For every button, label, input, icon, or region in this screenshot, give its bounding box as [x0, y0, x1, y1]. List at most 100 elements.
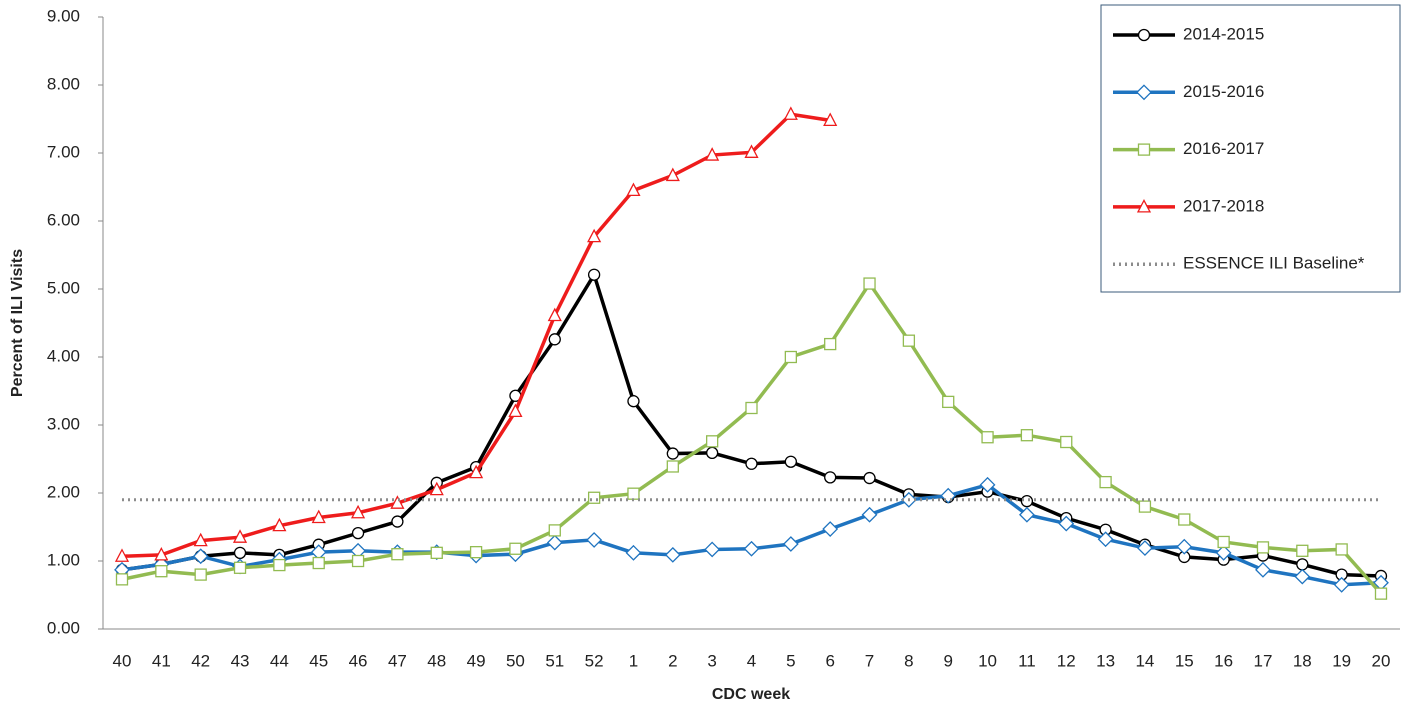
marker [115, 573, 129, 586]
x-tick-label: 11 [1018, 651, 1036, 670]
marker [861, 506, 878, 523]
marker [706, 446, 719, 460]
x-tick-label: 12 [1057, 651, 1076, 670]
marker [824, 471, 837, 484]
marker [1294, 568, 1311, 585]
x-tick-label: 41 [152, 651, 171, 670]
legend-label: ESSENCE ILI Baseline* [1183, 254, 1365, 273]
marker [273, 558, 286, 572]
x-tick-label: 45 [309, 651, 328, 670]
marker [430, 546, 443, 559]
x-tick-label: 50 [506, 651, 525, 670]
marker [625, 544, 642, 561]
x-tick-label: 47 [388, 651, 407, 670]
marker [824, 337, 837, 351]
marker [1217, 535, 1230, 549]
marker [1018, 506, 1035, 523]
x-axis-title: CDC week [712, 686, 790, 703]
marker [586, 532, 603, 548]
marker [1099, 475, 1112, 489]
legend-marker [1136, 198, 1152, 213]
y-tick-label: 5.00 [47, 278, 80, 297]
marker [1020, 429, 1034, 442]
marker [469, 464, 484, 479]
marker [1097, 531, 1114, 548]
marker [784, 455, 797, 468]
x-tick-label: 51 [545, 651, 564, 670]
marker [311, 509, 326, 524]
marker [391, 515, 404, 528]
marker [666, 447, 679, 460]
marker [664, 546, 681, 563]
x-tick-label: 4 [747, 651, 756, 670]
marker [193, 532, 208, 547]
marker [1296, 558, 1309, 571]
marker [902, 334, 916, 347]
marker [784, 350, 797, 364]
marker [863, 471, 876, 485]
y-tick-label: 3.00 [47, 414, 80, 433]
x-tick-label: 48 [427, 651, 446, 670]
marker [350, 504, 366, 519]
legend-label: 2015-2016 [1183, 82, 1264, 101]
series-markers [114, 106, 838, 562]
x-tick-label: 2 [668, 651, 677, 670]
marker [1296, 544, 1309, 557]
x-tick-label: 43 [231, 651, 250, 670]
legend-marker [1136, 84, 1152, 101]
marker [1215, 544, 1232, 561]
series-line [121, 270, 1382, 578]
marker [979, 476, 996, 493]
marker [745, 457, 758, 470]
y-tick-label: 0.00 [47, 618, 80, 637]
marker [232, 529, 248, 543]
marker [1060, 435, 1073, 449]
x-tick-label: 16 [1214, 651, 1233, 670]
marker [744, 144, 759, 158]
marker [1335, 543, 1348, 556]
x-tick-label: 20 [1372, 651, 1391, 670]
y-tick-label: 6.00 [47, 210, 80, 229]
x-tick-label: 10 [978, 651, 997, 670]
marker [745, 401, 758, 415]
legend-label: 2017-2018 [1183, 196, 1264, 215]
y-tick-label: 2.00 [47, 482, 80, 501]
marker [351, 554, 365, 568]
x-tick-label: 1 [629, 651, 638, 670]
marker [548, 333, 561, 346]
series-line [121, 112, 831, 558]
y-tick-label: 4.00 [47, 346, 80, 365]
y-tick-label: 1.00 [47, 550, 80, 569]
series-markers [114, 476, 1389, 593]
marker [1176, 538, 1193, 555]
legend-label: 2014-2015 [1183, 24, 1264, 43]
marker [1137, 540, 1153, 556]
x-tick-label: 13 [1096, 651, 1115, 670]
marker [822, 521, 839, 537]
marker [1255, 561, 1271, 578]
marker [706, 435, 719, 448]
marker [233, 546, 247, 559]
series-line [121, 482, 1382, 587]
marker [1178, 513, 1191, 526]
x-tick-label: 3 [707, 651, 716, 670]
marker [666, 460, 679, 473]
series-markers [115, 268, 1388, 583]
marker [1374, 587, 1388, 600]
marker [508, 403, 523, 418]
marker [312, 556, 325, 570]
marker [665, 167, 680, 182]
x-tick-label: 52 [585, 651, 604, 670]
x-tick-label: 14 [1135, 651, 1154, 670]
marker [627, 395, 640, 408]
marker [1058, 515, 1075, 532]
x-tick-label: 49 [467, 651, 486, 670]
marker [587, 268, 601, 281]
legend-marker [1137, 28, 1151, 42]
x-tick-label: 8 [904, 651, 913, 670]
marker [351, 526, 365, 540]
series-markers [115, 277, 1388, 600]
marker [429, 481, 444, 496]
marker [546, 534, 563, 551]
marker [705, 147, 720, 161]
